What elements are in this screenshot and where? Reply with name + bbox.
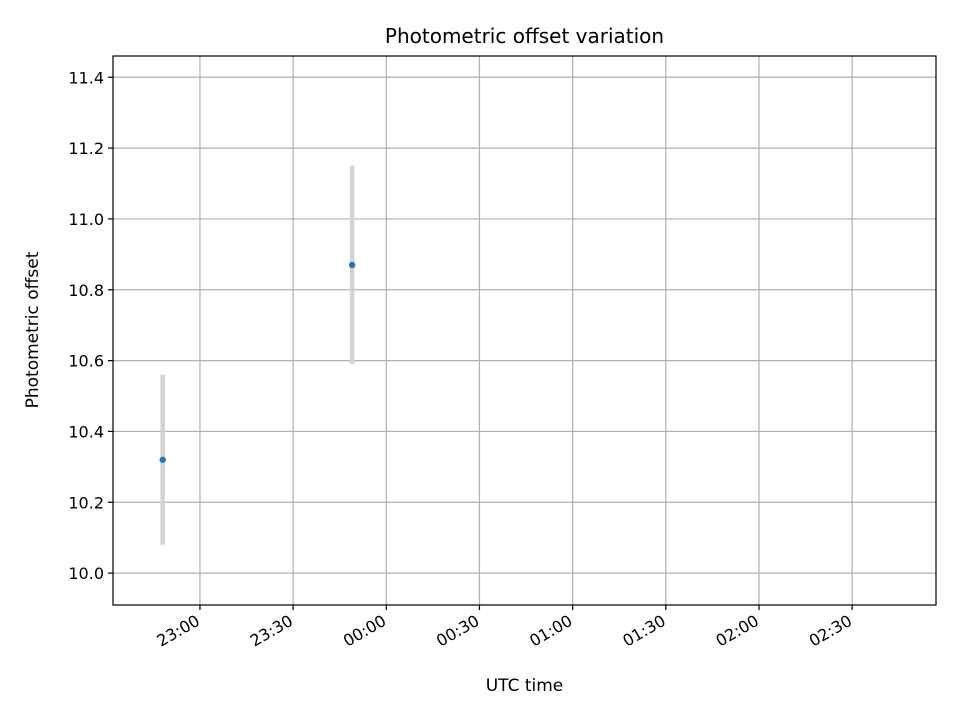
y-tick-label: 10.8 xyxy=(68,281,104,300)
y-tick-label: 10.6 xyxy=(68,352,104,371)
grid xyxy=(113,56,936,605)
data-point xyxy=(159,456,166,463)
y-tick-label: 10.4 xyxy=(68,422,104,441)
data-point xyxy=(348,261,356,269)
chart-title: Photometric offset variation xyxy=(385,24,664,48)
y-tick-label: 10.0 xyxy=(68,564,104,583)
y-tick-label: 11.4 xyxy=(68,68,104,87)
x-tick-label: 23:30 xyxy=(247,611,296,651)
data-points xyxy=(159,261,356,463)
x-tick-label: 23:00 xyxy=(154,611,203,651)
x-axis-label: UTC time xyxy=(486,676,564,696)
y-axis-label: Photometric offset xyxy=(23,251,43,408)
x-axis: 23:00 23:30 00:00 00:30 01:00 01:30 02:00 02:30 xyxy=(154,605,855,651)
x-tick-label: 00:00 xyxy=(340,611,389,651)
x-tick-label: 01:00 xyxy=(526,611,575,651)
y-axis: 10.0 10.2 10.4 10.6 10.8 11.0 11.2 11.4 xyxy=(68,68,113,583)
x-tick-label: 02:30 xyxy=(806,611,855,651)
plot-frame xyxy=(112,55,937,606)
y-tick-label: 11.2 xyxy=(68,139,104,158)
x-tick-label: 01:30 xyxy=(619,611,668,651)
x-tick-label: 02:00 xyxy=(713,611,762,651)
y-tick-label: 11.0 xyxy=(68,210,104,229)
error-bars xyxy=(160,165,355,545)
y-tick-label: 10.2 xyxy=(68,493,104,512)
x-tick-label: 00:30 xyxy=(433,611,482,651)
